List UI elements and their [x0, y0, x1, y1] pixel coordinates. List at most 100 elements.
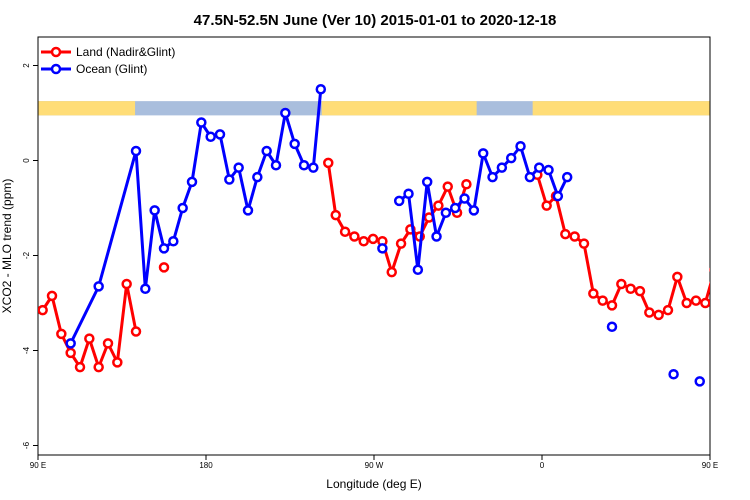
data-point	[533, 162, 545, 173]
y-axis-title: XCO2 - MLO trend (ppm)	[0, 179, 14, 314]
data-point	[442, 181, 453, 192]
data-point	[339, 226, 351, 237]
data-point	[468, 205, 480, 216]
x-tick-label: 90 E	[702, 461, 718, 470]
x-axis: 90 E 180 90 W 0 90 E	[30, 455, 718, 470]
data-point	[74, 361, 86, 373]
land-ocean-strip	[38, 101, 710, 116]
data-point	[386, 266, 397, 278]
data-point	[323, 157, 334, 169]
data-point	[505, 152, 517, 164]
data-point	[298, 160, 310, 171]
data-point	[569, 231, 580, 242]
data-point	[487, 171, 498, 183]
data-point	[315, 84, 327, 95]
data-point	[561, 171, 573, 183]
data-point	[588, 288, 599, 299]
legend-land-marker	[50, 46, 62, 58]
series-ocean	[65, 84, 705, 387]
data-point	[158, 243, 170, 254]
x-tick-label: 90 E	[30, 461, 46, 470]
data-point	[38, 304, 48, 316]
data-point	[720, 306, 728, 314]
series-line	[535, 174, 710, 317]
y-tick-label: -4	[22, 346, 31, 354]
data-point	[552, 190, 564, 202]
data-point	[578, 238, 590, 249]
data-point	[668, 369, 679, 380]
y-tick-label: -6	[22, 441, 31, 449]
data-point	[496, 162, 508, 173]
data-point	[280, 107, 291, 119]
data-point	[461, 179, 472, 190]
data-point	[477, 148, 489, 159]
strip-land-1	[321, 101, 477, 116]
data-point	[349, 231, 360, 242]
strip-land-2	[532, 101, 710, 116]
data-point	[433, 200, 444, 211]
series-line	[69, 89, 323, 345]
series-body	[38, 84, 747, 387]
data-point	[121, 278, 132, 290]
series-layer	[38, 84, 747, 387]
data-point	[149, 205, 160, 216]
data-point	[690, 295, 702, 306]
series-land	[38, 157, 747, 373]
data-point	[403, 188, 414, 199]
data-point	[330, 209, 341, 221]
x-tick-label: 180	[199, 461, 213, 470]
data-point	[729, 292, 737, 300]
data-point	[214, 129, 226, 140]
data-point	[196, 117, 207, 128]
data-point	[421, 176, 433, 188]
data-point	[186, 176, 198, 188]
data-point	[709, 267, 710, 273]
data-point	[252, 171, 263, 183]
data-point	[65, 347, 76, 359]
data-point	[653, 309, 664, 321]
data-point	[168, 236, 179, 247]
data-point	[112, 357, 123, 368]
data-point	[431, 231, 442, 242]
data-point	[412, 264, 424, 275]
data-point	[644, 307, 655, 318]
chart-title: 47.5N-52.5N June (Ver 10) 2015-01-01 to …	[194, 12, 557, 29]
data-point	[515, 141, 526, 152]
data-point	[93, 361, 104, 373]
data-point	[102, 338, 114, 349]
data-point	[395, 238, 407, 249]
y-tick-label: 0	[22, 158, 31, 163]
data-point	[289, 138, 300, 150]
data-point	[662, 304, 674, 316]
data-point	[543, 164, 554, 176]
legend-ocean-marker	[50, 63, 62, 75]
data-point	[270, 160, 282, 171]
x-tick-label: 90 W	[365, 461, 384, 470]
data-point	[694, 376, 705, 387]
legend-land-label: Land (Nadir&Glint)	[76, 45, 175, 59]
plot-frame	[37, 36, 711, 456]
data-point	[560, 228, 571, 240]
data-point	[205, 131, 216, 142]
data-point	[672, 271, 683, 283]
y-tick-label: -2	[22, 251, 31, 259]
data-point	[616, 278, 627, 290]
data-point	[93, 281, 104, 292]
data-point	[393, 195, 405, 207]
data-point	[700, 297, 710, 309]
data-point	[449, 202, 461, 214]
data-point	[177, 202, 188, 214]
data-point	[541, 200, 552, 211]
data-point	[242, 205, 254, 216]
legend-item-ocean: Ocean (Glint)	[41, 62, 147, 76]
data-point	[625, 283, 636, 294]
data-point	[524, 171, 536, 183]
data-point	[739, 330, 747, 338]
legend: Land (Nadir&Glint) Ocean (Glint)	[41, 45, 175, 76]
data-point	[634, 285, 646, 297]
data-point	[358, 236, 369, 247]
data-point	[308, 162, 319, 173]
data-point	[377, 243, 388, 254]
data-point	[46, 290, 58, 302]
